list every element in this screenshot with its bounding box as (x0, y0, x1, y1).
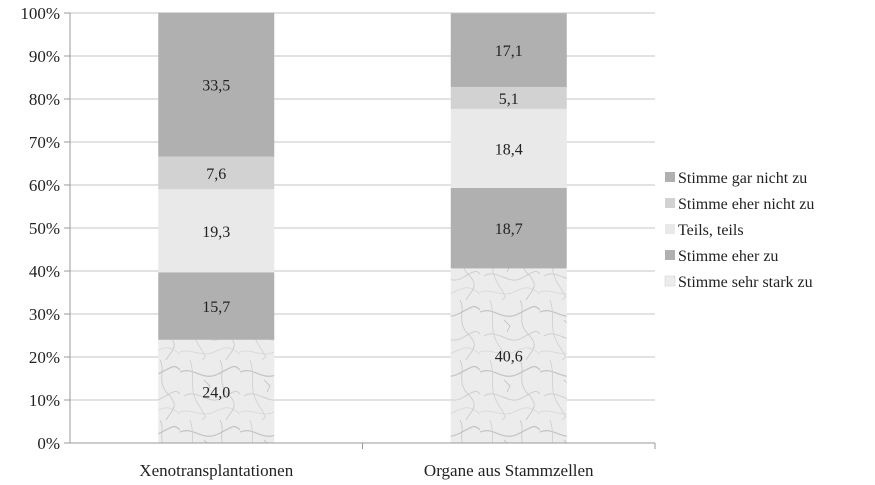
y-tick-label: 20% (29, 348, 60, 367)
bars: 24,0 15,7 19,3 7,6 33,5 40,6 18,7 18,4 5,1 17,1 (158, 12, 567, 443)
y-tick-label: 70% (29, 133, 60, 152)
legend-label: Teils, teils (678, 222, 744, 239)
data-label: 5,1 (499, 91, 519, 108)
bar-segment (158, 156, 275, 190)
bar-segment (450, 108, 567, 189)
y-tick-label: 0% (37, 434, 60, 453)
bar-segment (450, 13, 567, 87)
y-tick-label: 50% (29, 219, 60, 238)
legend-swatch (664, 275, 676, 287)
data-label: 15,7 (202, 299, 230, 316)
data-label: 17,1 (495, 43, 523, 60)
y-tick-label: 40% (29, 262, 60, 281)
bar-segment (158, 339, 275, 443)
bar-segment (450, 268, 567, 443)
bar-segment (158, 12, 275, 157)
legend-swatch (665, 250, 675, 260)
legend-label: Stimme sehr stark zu (678, 274, 813, 291)
y-tick-label: 100% (20, 4, 60, 23)
data-label: 40,6 (495, 349, 523, 366)
data-label: 33,5 (202, 78, 230, 95)
data-label: 7,6 (206, 166, 226, 183)
axes: 0% 10% 20% 30% 40% 50% 60% 70% 80% 90% 100% Xenotra… (20, 4, 656, 480)
legend-label: Stimme gar nicht zu (678, 170, 807, 187)
y-tick-label: 90% (29, 47, 60, 66)
bar-segment (450, 188, 567, 269)
data-label: 19,3 (202, 224, 230, 241)
y-tick-label: 80% (29, 90, 60, 109)
category-label: Xenotransplantationen (139, 461, 293, 480)
legend-swatch (665, 224, 675, 234)
y-tick-label: 10% (29, 391, 60, 410)
bar-segment (158, 189, 275, 273)
category-label: Organe aus Stammzellen (424, 461, 594, 480)
data-label: 24,0 (202, 384, 230, 401)
legend-label: Stimme eher zu (678, 248, 778, 265)
legend-swatch (665, 172, 675, 182)
bar-segment (158, 272, 275, 340)
data-label: 18,4 (495, 141, 523, 158)
data-label: 18,7 (495, 221, 523, 238)
legend-swatch (665, 198, 675, 208)
y-tick-label: 30% (29, 305, 60, 324)
legend: Stimme gar nicht zu Stimme eher nicht zu T… (664, 170, 814, 291)
y-tick-label: 60% (29, 176, 60, 195)
legend-label: Stimme eher nicht zu (678, 196, 814, 213)
gridlines (70, 12, 655, 401)
bar-segment (450, 86, 567, 109)
